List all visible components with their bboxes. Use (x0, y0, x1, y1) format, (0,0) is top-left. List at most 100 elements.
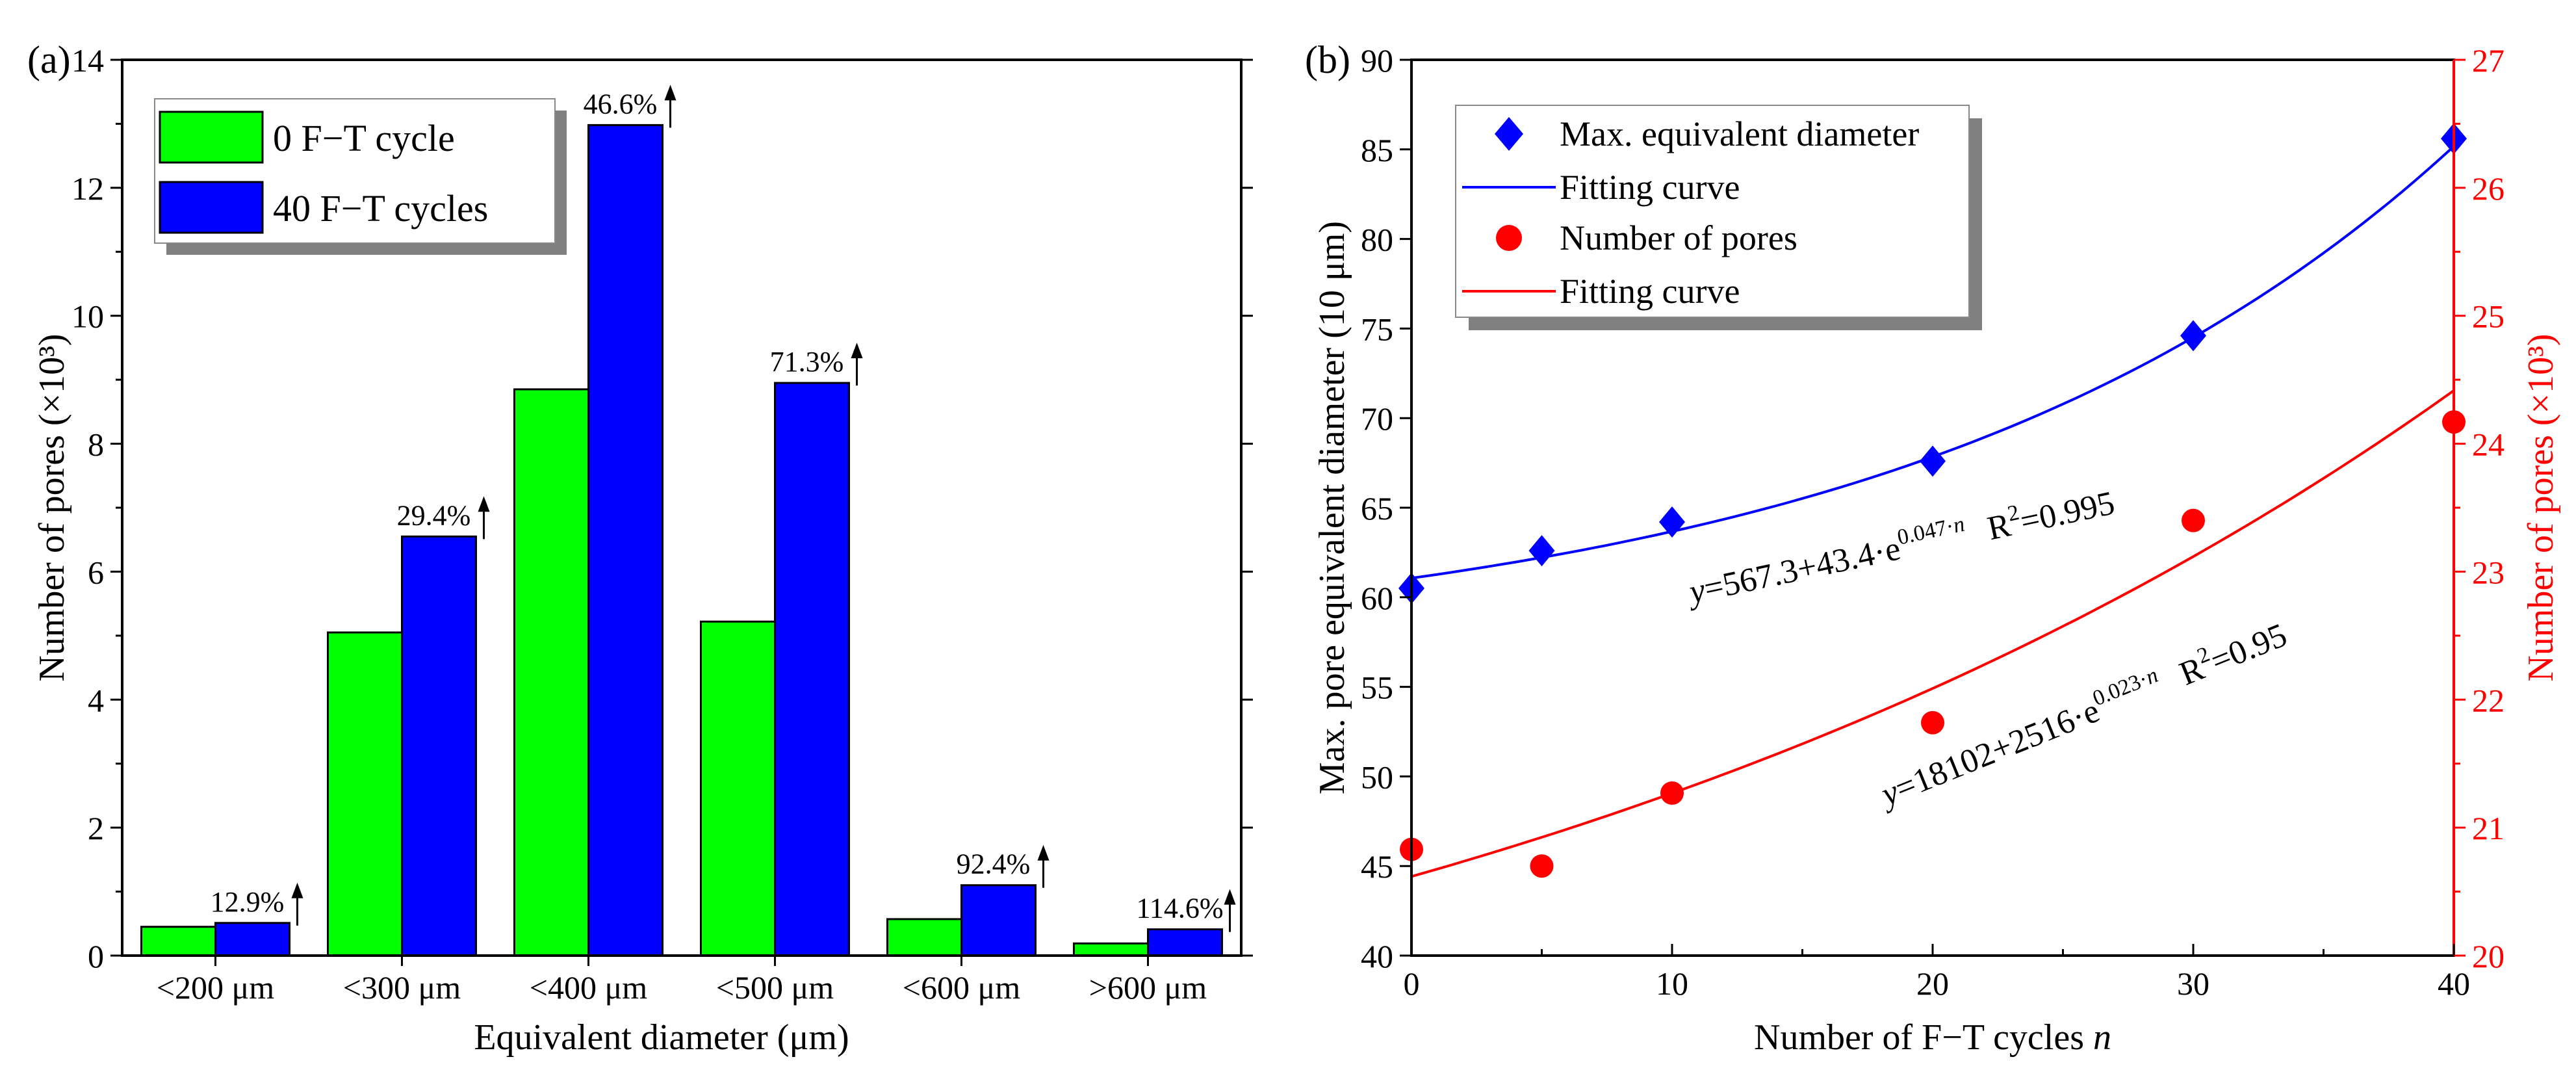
panel-b-left-title: Max. pore equivalent diameter (10 μm) (1312, 221, 1352, 794)
panel-b-right-title-text: Number of pores (×10³) (2521, 333, 2561, 681)
y-tick-label-a-3: 6 (88, 554, 104, 590)
x-tick-label-a-3: <500 μm (716, 969, 834, 1006)
bar-ft0-3 (700, 620, 776, 957)
x-tick-label-a-4: <600 μm (903, 969, 1021, 1006)
point-diameter-3 (1920, 445, 1946, 477)
increase-arrow-head-5 (1224, 889, 1236, 905)
panel-b-x-axis: 0 10 20 30 40 (1404, 944, 2470, 1002)
y-tick-label-a-6: 12 (71, 170, 104, 207)
increase-label-1: 29.4% (397, 499, 471, 531)
point-pores-3 (1921, 711, 1944, 735)
y-tick-label-b-left-9: 85 (1361, 132, 1393, 168)
fit-curve-right (1411, 389, 2455, 878)
legend-label-40-ft: 40 F−T cycles (273, 187, 488, 229)
bar-ft40-3 (774, 382, 850, 957)
y-tick-label-b-right-5: 25 (2472, 298, 2505, 335)
increase-label-5: 114.6% (1136, 893, 1223, 924)
y-tick-label-b-right-4: 24 (2472, 426, 2505, 463)
panel-a-label: (a) (27, 38, 71, 81)
y-tick-label-b-right-2: 22 (2472, 682, 2505, 718)
increase-arrow-head-0 (291, 882, 303, 898)
legend-label-fit-red: Fitting curve (1560, 272, 1740, 311)
point-pores-4 (2182, 508, 2205, 532)
legend-label-max-diameter: Max. equivalent diameter (1560, 114, 1919, 153)
y-tick-label-b-left-6: 70 (1361, 400, 1393, 437)
x-tick-label-a-2: <400 μm (530, 969, 648, 1006)
panel-a-legend: 0 F−T cycle 40 F−T cycles (154, 98, 567, 255)
increase-label-0: 12.9% (211, 886, 285, 918)
y-tick-label-b-left-3: 55 (1361, 670, 1393, 706)
eq0-exp: 0.047· (1895, 514, 1956, 549)
x-tick-label-b-4: 40 (2438, 965, 2470, 1002)
x-tick-label-a-1: <300 μm (343, 969, 461, 1006)
y-tick-label-a-7: 14 (71, 42, 104, 79)
bar-ft0-4 (886, 918, 962, 957)
point-pores-2 (1660, 781, 1684, 805)
bar-ft0-2 (513, 388, 589, 957)
legend-label-num-pores: Number of pores (1560, 218, 1797, 257)
panel-b-right-axis: 20 21 22 23 24 25 26 27 (2454, 42, 2505, 974)
point-pores-1 (1530, 854, 1554, 878)
y-tick-label-b-right-1: 21 (2472, 810, 2505, 846)
panel-a-increase-labels: 12.9% 29.4% 46.6% 71.3% 92.4% 114.6% (211, 85, 1236, 932)
increase-arrow-head-1 (478, 496, 490, 512)
bar-ft40-2 (587, 124, 663, 957)
y-tick-label-b-right-7: 27 (2472, 42, 2505, 79)
increase-arrow-head-2 (664, 85, 676, 101)
bar-ft40-4 (960, 884, 1037, 957)
y-tick-label-a-4: 8 (88, 426, 104, 463)
bar-ft0-5 (1073, 942, 1149, 957)
panel-a: (a) 0 2 4 6 8 10 12 14 <200 μm <300 μm <400 μm <50… (27, 38, 1253, 1058)
legend-swatch-40-ft (159, 181, 264, 234)
eq0-body: =567.3+43.4·e (1701, 530, 1903, 608)
panel-b-legend: Max. equivalent diameter Fitting curve N… (1455, 105, 1982, 330)
panel-a-y-axis: 0 2 4 6 8 10 12 14 (71, 42, 1253, 974)
point-diameter-2 (1659, 506, 1685, 538)
panel-a-y-title: Number of pores (×10³) (32, 333, 72, 681)
x-tick-label-b-1: 10 (1656, 965, 1688, 1002)
eq0-r2-val: =0.995 (2017, 484, 2118, 540)
y-tick-label-a-0: 0 (88, 938, 104, 974)
y-tick-label-b-left-8: 80 (1361, 222, 1393, 258)
x-tick-label-b-3: 30 (2177, 965, 2209, 1002)
y-tick-label-a-1: 2 (88, 810, 104, 846)
y-tick-label-a-2: 4 (88, 682, 104, 718)
panel-b-label: (b) (1305, 38, 1350, 81)
point-diameter-1 (1528, 535, 1555, 567)
x-tick-label-a-0: <200 μm (157, 969, 275, 1006)
bar-ft0-0 (140, 926, 216, 957)
legend-swatch-0-ft (159, 111, 264, 164)
fit-equation-diameter: y=567.3+43.4·e0.047·n R2=0.995 (1682, 480, 2118, 611)
increase-label-4: 92.4% (957, 848, 1031, 880)
panel-b-left-axis: 40 45 50 55 60 65 70 75 80 85 90 (1361, 42, 1411, 974)
y-tick-label-b-left-0: 40 (1361, 938, 1393, 974)
bar-ft40-5 (1147, 928, 1223, 957)
eq1-body: =18102+2516·e (1890, 692, 2105, 808)
panel-b-x-title: Number of F−T cycles n (1754, 1017, 2111, 1058)
increase-label-2: 46.6% (584, 88, 658, 120)
increase-arrow-head-3 (851, 343, 863, 359)
y-tick-label-b-left-4: 60 (1361, 580, 1393, 616)
eq1-exp: 0.023· (2089, 667, 2151, 711)
x-tick-label-b-0: 0 (1404, 965, 1420, 1002)
increase-arrow-head-4 (1037, 844, 1050, 861)
y-tick-label-b-left-1: 45 (1361, 848, 1393, 885)
point-diameter-4 (2180, 320, 2206, 352)
eq1-r2-val: =0.95 (2206, 616, 2292, 680)
x-tick-label-a-5: >600 μm (1089, 969, 1207, 1006)
panel-b-x-title-var: n (2093, 1017, 2111, 1058)
panel-a-x-title: Equivalent diameter (μm) (474, 1017, 849, 1058)
increase-label-3: 71.3% (770, 346, 844, 378)
panel-b-x-title-text: Number of F−T cycles (1754, 1017, 2093, 1058)
bar-ft0-1 (327, 631, 403, 957)
y-tick-label-b-right-3: 23 (2472, 554, 2505, 590)
y-tick-label-b-right-6: 26 (2472, 170, 2505, 207)
panel-b-right-title: Number of pores (×10³) (2521, 333, 2561, 681)
panel-a-bars (140, 124, 1223, 957)
y-tick-label-a-5: 10 (71, 298, 104, 335)
y-tick-label-b-left-5: 65 (1361, 490, 1393, 527)
bar-ft40-1 (401, 535, 477, 957)
